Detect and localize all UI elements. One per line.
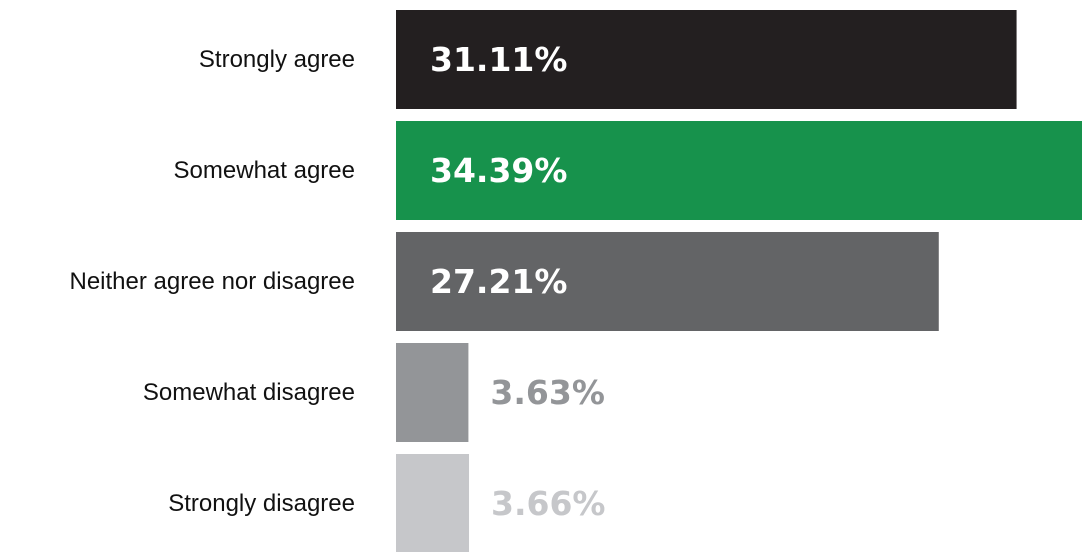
bar-strongly-agree <box>396 10 1017 109</box>
bar-neither <box>396 232 939 331</box>
category-label-neither: Neither agree nor disagree <box>69 268 355 295</box>
category-label-somewhat-agree: Somewhat agree <box>174 157 355 184</box>
bar-somewhat-agree <box>396 121 1082 220</box>
value-label-somewhat-agree: 34.39% <box>430 151 567 190</box>
value-labels-group: 31.11% 34.39% 27.21% 3.63% 3.66% <box>430 40 606 523</box>
bar-somewhat-disagree <box>396 343 469 442</box>
value-label-strongly-agree: 31.11% <box>430 40 567 79</box>
bars-group <box>396 10 1082 552</box>
category-label-strongly-disagree: Strongly disagree <box>168 490 355 517</box>
bar-strongly-disagree <box>396 454 470 552</box>
category-label-strongly-agree: Strongly agree <box>199 46 355 73</box>
value-label-neither: 27.21% <box>430 262 567 301</box>
category-labels-group: Strongly agree Somewhat agree Neither agre… <box>69 46 355 517</box>
category-label-somewhat-disagree: Somewhat disagree <box>143 379 355 406</box>
value-label-strongly-disagree: 3.66% <box>491 484 606 523</box>
value-label-somewhat-disagree: 3.63% <box>490 373 605 412</box>
